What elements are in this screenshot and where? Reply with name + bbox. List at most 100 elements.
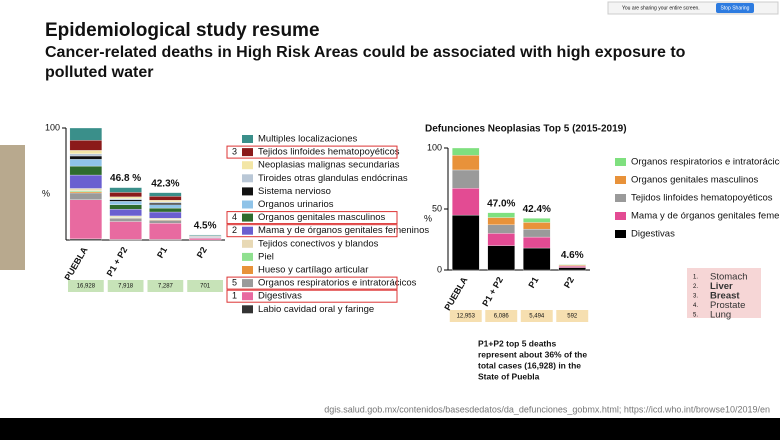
bar-segment (188, 238, 222, 241)
legend-label: Mama y de órganos genitales femeninos (258, 225, 429, 236)
bar-segment (69, 140, 103, 151)
case-count: 5,494 (529, 314, 545, 320)
case-count: 12,953 (457, 314, 476, 320)
total-label: 42.4% (523, 204, 551, 215)
legend-swatch (615, 194, 626, 202)
case-count-box (147, 280, 184, 292)
legend-label: Organos genitales masculinos (631, 175, 759, 186)
bar-segment (109, 192, 142, 198)
source: dgis.salud.gob.mx/contenidos/basesdedato… (324, 404, 770, 414)
total-label: 47.0% (487, 198, 515, 209)
bar-segment (149, 220, 182, 224)
case-count: 7,287 (158, 284, 174, 290)
legend-label: Tejidos linfoides hematopoyéticos (258, 147, 400, 158)
legend-swatch (615, 212, 626, 220)
bar-segment (523, 228, 551, 238)
bar-segment (149, 211, 182, 219)
bar-segment (109, 221, 142, 240)
taskbar (0, 418, 780, 440)
case-count-box (187, 280, 224, 292)
rank-number: 5 (232, 277, 237, 287)
legend-label: Organos urinarios (258, 199, 334, 210)
legend-label: Multiples localizaciones (258, 134, 358, 145)
legend-swatch (242, 266, 253, 274)
bar-segment (487, 245, 515, 271)
bar-segment (149, 192, 182, 197)
y-tick-label: 50 (432, 203, 442, 213)
case-count: 7,918 (118, 284, 134, 290)
case-count: 16,928 (77, 284, 96, 290)
legend-swatch (615, 230, 626, 238)
share-notice: You are sharing your entire screen. (622, 5, 700, 11)
bar-segment (69, 238, 103, 241)
legend-label: Organos genitales masculinos (258, 212, 386, 223)
slide-subtitle: Cancer-related deaths in High Risk Areas… (45, 44, 686, 61)
bar-segment (109, 204, 142, 210)
stop-sharing-button[interactable] (716, 3, 754, 13)
x-tick-label: P1 (155, 245, 169, 260)
rank-number: 4 (232, 212, 237, 222)
bar-segment (149, 207, 182, 213)
y-tick-label: 100 (45, 122, 60, 132)
bar-segment (69, 199, 103, 240)
bar-segment (109, 201, 142, 205)
bar-segment (188, 234, 222, 236)
bar-segment (487, 233, 515, 246)
case-count-box (556, 310, 589, 322)
ranking-item: Lung (710, 310, 731, 321)
bar-segment (452, 155, 480, 171)
legend-label: Mama y de órganos genitales femeninos (631, 211, 780, 222)
legend-label: Piel (258, 251, 274, 262)
bar-segment (149, 196, 182, 201)
bar-segment (149, 204, 182, 209)
bar-segment (523, 222, 551, 230)
legend-swatch (242, 239, 253, 248)
rank-number: 3 (232, 146, 237, 156)
ranking-number: 5. (693, 313, 698, 319)
rank-number: 2 (232, 225, 237, 235)
bar-segment (109, 196, 142, 199)
legend-swatch (242, 174, 253, 183)
bar-segment (109, 187, 142, 193)
note-line: represent about 36% of the (478, 349, 587, 359)
bar-segment (69, 190, 103, 192)
y-tick-label: 0 (437, 264, 442, 274)
legend-label: Tejidos linfoides hematopoyéticos (631, 193, 773, 204)
bar-segment (149, 223, 182, 240)
legend-swatch (242, 187, 253, 196)
note-line: P1+P2 top 5 deaths (478, 338, 556, 348)
rank-box (226, 224, 398, 238)
legend-swatch (615, 176, 626, 184)
bar-segment (109, 198, 142, 200)
rank-box (226, 289, 398, 303)
ranking-number: 2. (693, 284, 698, 290)
ranking-item: Breast (710, 291, 740, 302)
rank-box (226, 145, 398, 159)
note-line: total cases (16,928) in the (478, 360, 581, 370)
bar-segment (69, 191, 103, 194)
camera-strip (0, 145, 25, 270)
bar-segment (452, 169, 480, 189)
legend-label: Digestivas (631, 229, 675, 240)
ranking-number: 4. (693, 303, 698, 309)
slide-title: Epidemiological study resume (45, 20, 320, 41)
bar-segment (558, 266, 586, 268)
ranking-item: Liver (710, 281, 733, 292)
rank-number: 1 (232, 291, 237, 301)
bar-segment (523, 236, 551, 249)
total-label: 42.3% (151, 178, 179, 189)
bar-segment (149, 202, 182, 205)
note-line: State of Puebla (478, 371, 540, 381)
x-tick-label: P2 (195, 245, 209, 260)
rank-box (226, 211, 398, 225)
stop-sharing-label[interactable]: Stop Sharing (721, 5, 750, 11)
legend-label: Tiroides otras glandulas endócrinas (258, 173, 408, 184)
ranking-number: 3. (693, 294, 698, 300)
ranking-number: 1. (693, 275, 698, 281)
bar-segment (69, 153, 103, 157)
bar-segment (69, 165, 103, 176)
bar-segment (69, 174, 103, 189)
total-label: 4.5% (194, 221, 217, 232)
bar-segment (69, 150, 103, 154)
